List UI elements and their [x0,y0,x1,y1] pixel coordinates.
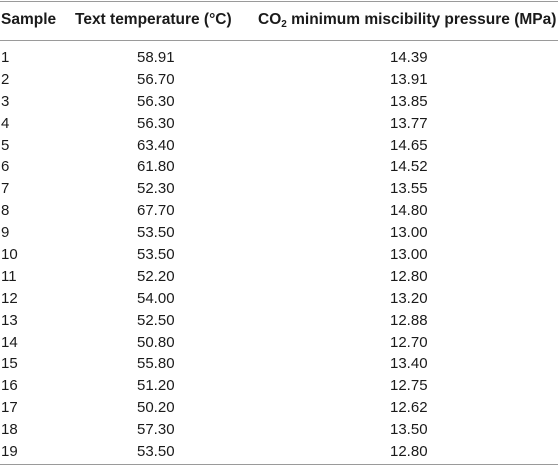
cell-sample: 10 [1,246,18,264]
table-row: 8 67.70 14.80 [0,199,558,221]
table-body: 1 58.91 14.39 2 56.70 13.91 3 56.30 13.85 4 56.30 1… [0,46,558,462]
cell-sample: 7 [1,180,10,198]
header-sample: Sample [1,11,57,28]
cell-sample: 18 [1,421,18,439]
cell-temperature: 53.50 [137,224,175,242]
cell-temperature: 56.30 [137,92,175,110]
header-co2-subscript: 2 [281,19,287,30]
cell-pressure: 12.62 [390,399,428,417]
header-co2-suffix: minimum miscibility pressure (MPa) [286,11,557,28]
cell-temperature: 55.80 [137,355,175,373]
cell-pressure: 13.40 [390,355,428,373]
table-row: 1 58.91 14.39 [0,46,558,68]
cell-sample: 6 [1,158,10,176]
header-temperature: Text temperature (°C) [75,11,232,28]
table-row: 9 53.50 13.00 [0,221,558,243]
cell-pressure: 12.88 [390,311,428,329]
table-row: 15 55.80 13.40 [0,352,558,374]
cell-pressure: 13.20 [390,289,428,307]
cell-temperature: 57.30 [137,421,175,439]
table-header-rule [0,40,558,41]
table-row: 14 50.80 12.70 [0,331,558,353]
table-row: 10 53.50 13.00 [0,243,558,265]
cell-sample: 17 [1,399,18,417]
cell-temperature: 63.40 [137,136,175,154]
cell-pressure: 12.80 [390,443,428,461]
cell-pressure: 13.85 [390,92,428,110]
cell-sample: 9 [1,224,10,242]
cell-temperature: 54.00 [137,289,175,307]
cell-sample: 4 [1,114,10,132]
cell-pressure: 13.00 [390,246,428,264]
cell-temperature: 50.20 [137,399,175,417]
cell-pressure: 13.91 [390,70,428,88]
table-row: 6 61.80 14.52 [0,155,558,177]
cell-sample: 16 [1,377,18,395]
cell-sample: 8 [1,202,10,220]
table-row: 16 51.20 12.75 [0,374,558,396]
cell-pressure: 12.80 [390,267,428,285]
cell-temperature: 50.80 [137,333,175,351]
cell-pressure: 13.55 [390,180,428,198]
cell-temperature: 51.20 [137,377,175,395]
table-row: 2 56.70 13.91 [0,68,558,90]
table-row: 13 52.50 12.88 [0,309,558,331]
table-row: 7 52.30 13.55 [0,177,558,199]
cell-temperature: 61.80 [137,158,175,176]
cell-temperature: 52.30 [137,180,175,198]
cell-sample: 1 [1,49,10,66]
cell-temperature: 52.50 [137,311,175,329]
cell-pressure: 14.80 [390,202,428,220]
table-row: 5 63.40 14.65 [0,134,558,156]
cell-temperature: 53.50 [137,246,175,264]
cell-sample: 15 [1,355,18,373]
cell-pressure: 14.39 [390,49,428,66]
cell-temperature: 56.70 [137,70,175,88]
table-row: 3 56.30 13.85 [0,90,558,112]
table-row: 4 56.30 13.77 [0,112,558,134]
cell-pressure: 12.75 [390,377,428,395]
cell-pressure: 12.70 [390,333,428,351]
table-top-rule [0,1,558,2]
cell-sample: 12 [1,289,18,307]
cell-pressure: 13.50 [390,421,428,439]
cell-sample: 13 [1,311,18,329]
header-co2-prefix: CO [258,11,282,28]
table-row: 18 57.30 13.50 [0,418,558,440]
table-row: 11 52.20 12.80 [0,265,558,287]
cell-sample: 3 [1,92,10,110]
table-row: 19 53.50 12.80 [0,440,558,462]
cell-pressure: 13.00 [390,224,428,242]
cell-sample: 14 [1,333,18,351]
table-row: 17 50.20 12.62 [0,396,558,418]
cell-sample: 5 [1,136,10,154]
cell-sample: 2 [1,70,10,88]
cell-temperature: 52.20 [137,267,175,285]
cell-temperature: 67.70 [137,202,175,220]
table-row: 12 54.00 13.20 [0,287,558,309]
cell-sample: 11 [1,267,17,285]
header-co2-pressure: CO2 minimum miscibility pressure (MPa) [258,11,556,30]
cell-pressure: 14.65 [390,136,428,154]
table-header-row: Sample Text temperature (°C) CO2 minimum… [0,1,558,40]
cell-temperature: 58.91 [137,49,175,66]
cell-temperature: 53.50 [137,443,175,461]
cell-temperature: 56.30 [137,114,175,132]
cell-sample: 19 [1,443,18,461]
table-bottom-rule [0,464,558,465]
cell-pressure: 13.77 [390,114,428,132]
cell-pressure: 14.52 [390,158,428,176]
